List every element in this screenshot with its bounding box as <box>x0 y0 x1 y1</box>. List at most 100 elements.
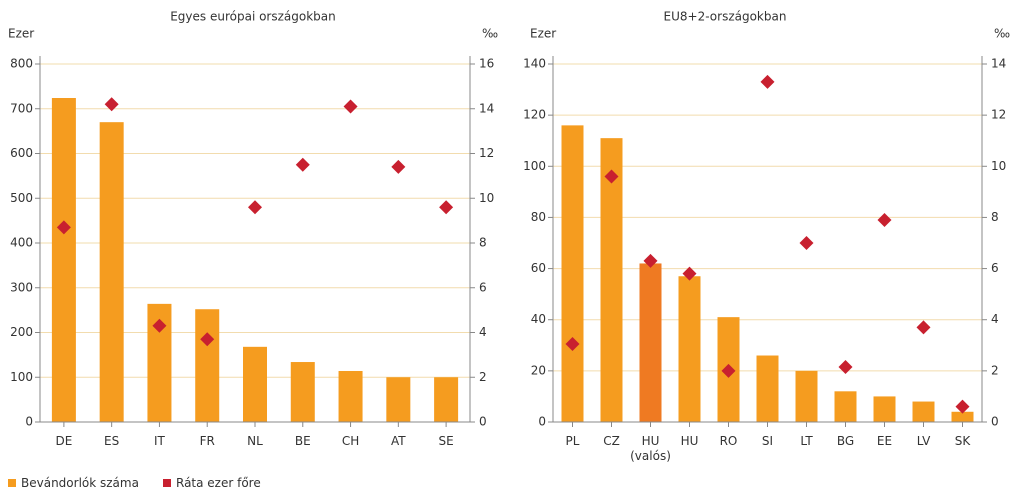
x-tick-label: LV <box>916 434 931 448</box>
x-tick-label: IT <box>154 434 165 448</box>
rate-marker <box>877 212 892 227</box>
bar <box>834 391 857 422</box>
legend-item: Bevándorlók száma <box>8 476 139 490</box>
y2-tick-label: 4 <box>479 325 487 339</box>
x-tick-label: LT <box>800 434 813 448</box>
bar <box>51 98 76 422</box>
rate-marker <box>152 318 167 333</box>
bar <box>243 346 267 422</box>
chart-title: Egyes európai országokban <box>170 10 336 24</box>
y-tick-label: 200 <box>10 325 33 339</box>
x-tick-label: SI <box>761 434 774 448</box>
bar <box>338 370 363 422</box>
legend-swatch <box>163 479 171 487</box>
y2-tick-label: 14 <box>479 101 494 115</box>
x-tick-label: BE <box>294 434 311 448</box>
x-tick-label: DE <box>55 434 73 448</box>
y2-tick-label: 6 <box>479 280 487 294</box>
y2-tick-label: 0 <box>479 415 487 429</box>
x-tick-label: HU <box>680 434 699 448</box>
y-tick-label: 0 <box>25 415 33 429</box>
y-axis-label: Ezer <box>530 27 556 41</box>
y2-tick-label: 0 <box>991 415 999 429</box>
x-tick-label: CH <box>341 434 360 448</box>
bar <box>795 370 818 422</box>
x-tick-label: FR <box>199 434 215 448</box>
rate-marker <box>760 74 775 89</box>
rate-marker <box>604 169 619 184</box>
legend-item: Ráta ezer főre <box>163 476 261 490</box>
rate-marker <box>295 157 310 172</box>
y2-tick-label: 8 <box>991 210 999 224</box>
x-tick-label: NL <box>247 434 263 448</box>
x-tick-label: SK <box>954 434 971 448</box>
y2-axis-label: ‰ <box>482 27 498 41</box>
bar <box>561 125 584 422</box>
y-tick-label: 80 <box>531 210 546 224</box>
y2-tick-label: 4 <box>991 312 999 326</box>
rate-marker <box>104 97 119 112</box>
bar <box>195 309 220 422</box>
bar <box>912 401 935 422</box>
x-tick-label: SE <box>438 434 454 448</box>
rate-marker <box>200 332 215 347</box>
x-tick-label: EE <box>876 434 893 448</box>
rate-marker <box>682 266 697 281</box>
y-tick-label: 100 <box>10 370 33 384</box>
y2-axis-label: ‰ <box>994 27 1010 41</box>
bar <box>386 377 411 422</box>
y2-tick-label: 8 <box>479 236 487 250</box>
rate-marker <box>439 200 454 215</box>
x-tick-label: ES <box>104 434 120 448</box>
bar <box>678 276 701 422</box>
y-axis-label: Ezer <box>8 27 34 41</box>
rate-marker <box>56 220 71 235</box>
rate-marker <box>838 360 853 375</box>
legend-label: Bevándorlók száma <box>21 476 139 490</box>
y-tick-label: 100 <box>523 159 546 173</box>
y-tick-label: 400 <box>10 236 33 250</box>
y2-tick-label: 10 <box>479 191 494 205</box>
rate-marker <box>799 236 814 250</box>
y-tick-label: 300 <box>10 280 33 294</box>
x-tick-label: RO <box>719 434 738 448</box>
rate-marker <box>916 320 931 335</box>
y2-tick-label: 14 <box>991 57 1006 71</box>
y-tick-label: 60 <box>531 261 546 275</box>
x-tick-label: BG <box>836 434 855 448</box>
rate-marker <box>248 200 262 215</box>
y2-tick-label: 10 <box>991 159 1006 173</box>
y2-tick-label: 12 <box>991 108 1006 122</box>
bar <box>434 377 459 422</box>
x-tick-label: PL <box>565 434 580 448</box>
x-tick-label: AT <box>391 434 406 448</box>
rate-marker <box>643 253 658 268</box>
rate-marker <box>721 363 736 378</box>
rate-marker <box>955 399 970 414</box>
y-tick-label: 120 <box>523 108 546 122</box>
rate-marker <box>565 337 580 352</box>
bar <box>600 138 623 422</box>
legend-swatch <box>8 479 16 487</box>
y2-tick-label: 12 <box>479 146 494 160</box>
y2-tick-label: 6 <box>991 261 999 275</box>
y-tick-label: 0 <box>538 415 546 429</box>
y2-tick-label: 2 <box>479 370 487 384</box>
bar <box>873 396 896 422</box>
y-tick-label: 600 <box>10 146 33 160</box>
y-tick-label: 500 <box>10 191 33 205</box>
chart-title: EU8+2-országokban <box>664 10 787 24</box>
bar <box>290 362 315 422</box>
y-tick-label: 140 <box>523 57 546 71</box>
rate-marker <box>343 99 358 114</box>
bar <box>639 263 662 422</box>
x-tick-label: CZ <box>603 434 620 448</box>
x-tick-label: HU (valós) <box>630 434 671 463</box>
y-tick-label: 700 <box>10 101 33 115</box>
legend-label: Ráta ezer főre <box>176 476 261 490</box>
y2-tick-label: 16 <box>479 57 494 71</box>
rate-marker <box>391 159 406 174</box>
y2-tick-label: 2 <box>991 363 999 377</box>
